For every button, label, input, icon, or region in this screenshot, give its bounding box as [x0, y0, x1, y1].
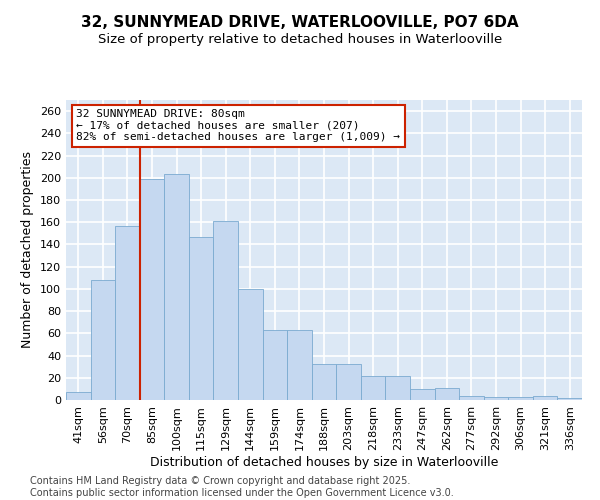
Bar	[164, 174, 189, 400]
Bar	[189, 236, 214, 400]
Bar	[214, 221, 238, 400]
Bar	[115, 226, 140, 400]
Bar	[238, 289, 263, 400]
Y-axis label: Number of detached properties: Number of detached properties	[22, 152, 34, 348]
Bar	[287, 330, 312, 400]
Bar	[336, 364, 361, 400]
Bar	[361, 376, 385, 400]
Bar	[557, 398, 582, 400]
Text: 32, SUNNYMEAD DRIVE, WATERLOOVILLE, PO7 6DA: 32, SUNNYMEAD DRIVE, WATERLOOVILLE, PO7 …	[81, 15, 519, 30]
X-axis label: Distribution of detached houses by size in Waterlooville: Distribution of detached houses by size …	[150, 456, 498, 468]
Bar	[410, 389, 434, 400]
Bar	[263, 330, 287, 400]
Bar	[508, 396, 533, 400]
Bar	[434, 388, 459, 400]
Bar	[459, 396, 484, 400]
Bar	[91, 280, 115, 400]
Text: Contains HM Land Registry data © Crown copyright and database right 2025.
Contai: Contains HM Land Registry data © Crown c…	[30, 476, 454, 498]
Bar	[140, 179, 164, 400]
Bar	[484, 396, 508, 400]
Bar	[66, 392, 91, 400]
Text: Size of property relative to detached houses in Waterlooville: Size of property relative to detached ho…	[98, 32, 502, 46]
Text: 32 SUNNYMEAD DRIVE: 80sqm
← 17% of detached houses are smaller (207)
82% of semi: 32 SUNNYMEAD DRIVE: 80sqm ← 17% of detac…	[76, 109, 400, 142]
Bar	[312, 364, 336, 400]
Bar	[385, 376, 410, 400]
Bar	[533, 396, 557, 400]
